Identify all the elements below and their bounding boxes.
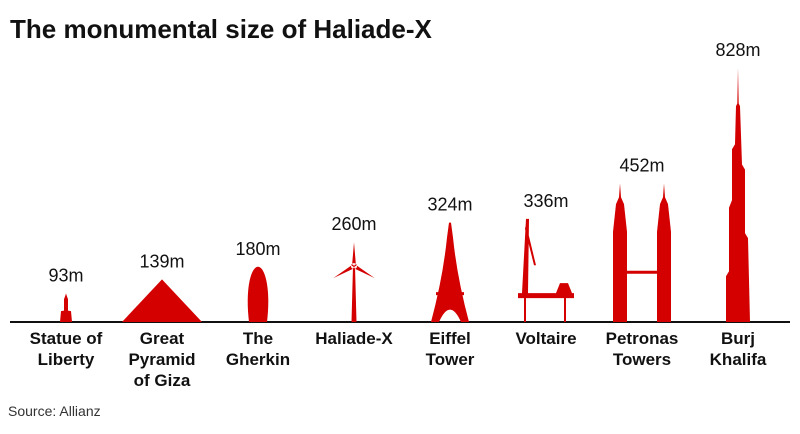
structure-icon [726,68,750,322]
structure-icon [247,266,269,322]
structure-icon [431,222,469,322]
value-label: 828m [715,40,760,60]
value-label: 324m [427,195,472,215]
category-label: The Gherkin [225,329,291,369]
value-label: 260m [331,214,376,234]
structure-icon [613,183,671,322]
chart-title: The monumental size of Haliade-X [10,14,433,44]
value-label: 452m [619,155,664,175]
category-label: Great Pyramid of Giza [128,329,196,390]
category-label: Eiffel Tower [425,329,475,369]
value-label: 139m [139,251,184,271]
structure-icon [333,242,375,322]
category-label: Voltaire [515,329,577,348]
structure-icon [60,293,72,322]
category-label: Haliade-X [315,329,393,348]
value-label: 180m [235,239,280,259]
value-label: 93m [48,265,83,285]
category-label: Statue of Liberty [29,329,103,369]
category-label: Petronas Towers [605,329,679,369]
structure-icon [122,279,202,322]
category-label: Burj Khalifa [709,329,767,369]
structure-icon [518,218,574,322]
value-label: 336m [523,191,568,211]
source: Source: Allianz [8,403,101,419]
